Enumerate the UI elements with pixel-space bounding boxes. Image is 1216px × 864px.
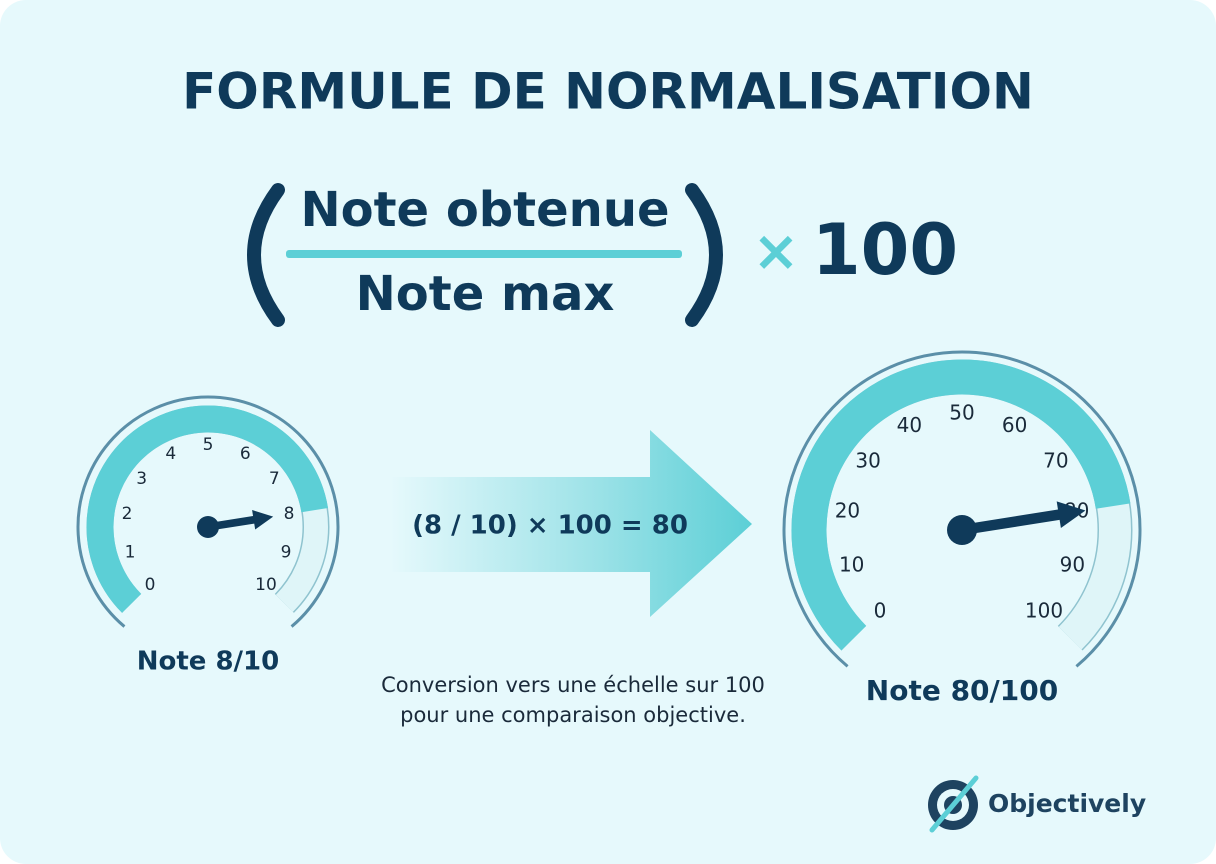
gauge-tick-label: 40 [897, 413, 922, 437]
gauge-tick-label: 5 [203, 435, 214, 455]
gauge-tick-label: 60 [1002, 413, 1027, 437]
gauge-needle [197, 509, 274, 538]
right-paren [685, 183, 723, 327]
gauge-tick-label: 8 [284, 504, 295, 524]
gauge-label: Note 8/10 [137, 647, 280, 677]
gauge-tick-label: 9 [281, 542, 292, 562]
gauge-tick-label: 20 [835, 498, 860, 522]
gauge-ring [782, 350, 1142, 668]
gauge-tick-label: 2 [122, 504, 133, 524]
arrow [390, 430, 752, 617]
denominator: Note max [356, 266, 615, 322]
caption-line: pour une comparaison objective. [400, 703, 746, 727]
operator: × [753, 219, 800, 284]
fraction-bar [286, 250, 682, 258]
gauge-needle [947, 501, 1086, 545]
gauge-tick-label: 4 [165, 444, 176, 464]
gauge-tick-label: 0 [874, 599, 887, 623]
gauge-tick-label: 1 [125, 542, 136, 562]
needle-hub [197, 516, 219, 538]
needle-head [252, 509, 274, 530]
gauge-ring [76, 395, 340, 628]
caption-line: Conversion vers une échelle sur 100 [381, 673, 765, 697]
needle-shaft [956, 509, 1065, 536]
brand-name: Objectively [988, 789, 1146, 818]
gauge-tick-label: 70 [1043, 448, 1068, 472]
needle-hub [947, 515, 977, 545]
calculation: (8 / 10) × 100 = 80 [412, 511, 688, 541]
gauge-tick-label: 10 [255, 575, 277, 595]
gauge-tick-label: 90 [1060, 552, 1085, 576]
gauge-tick-label: 10 [839, 552, 864, 576]
gauge-tick-label: 0 [145, 575, 156, 595]
gauge-tick-label: 100 [1025, 599, 1063, 623]
gauge: 01 234 5 678 910 Note 8/10 [76, 395, 340, 677]
gauge: 0102030405060708090100Note 80/100 [782, 350, 1142, 707]
gauge-tick-label: 7 [269, 469, 280, 489]
gauge-fill [86, 405, 328, 613]
gauge-tick-label: 50 [949, 401, 974, 425]
gauge-tick-label: 30 [855, 448, 880, 472]
gauge-label: Note 80/100 [866, 674, 1058, 707]
left-paren [247, 183, 285, 327]
brand-logo [928, 775, 979, 833]
gauge-fill [791, 359, 1131, 651]
numerator: Note obtenue [300, 182, 669, 238]
title: FORMULE DE NORMALISATION [182, 63, 1034, 121]
gauge-tick-label: 6 [240, 444, 251, 464]
factor: 100 [812, 209, 958, 291]
gauge-tick-label: 3 [136, 469, 147, 489]
needle-head [1056, 501, 1086, 529]
